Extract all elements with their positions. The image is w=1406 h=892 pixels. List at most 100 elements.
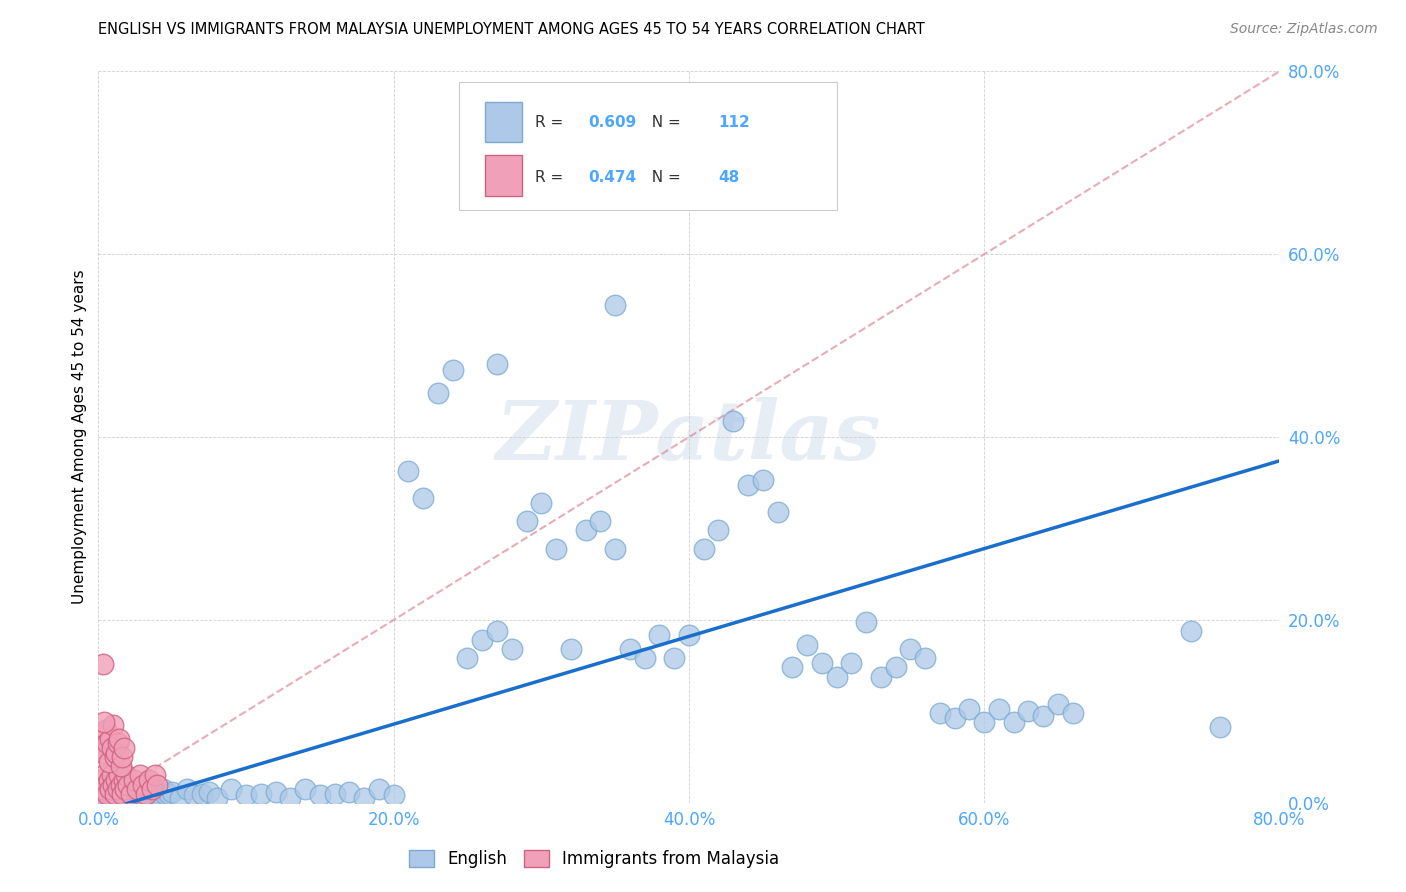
Point xyxy=(104,789,127,803)
Point xyxy=(176,782,198,797)
Text: R =: R = xyxy=(536,115,568,130)
Point xyxy=(96,787,118,801)
Point xyxy=(115,768,138,782)
FancyBboxPatch shape xyxy=(485,155,523,195)
Point xyxy=(135,791,157,805)
Point xyxy=(441,363,464,377)
Point xyxy=(111,787,134,801)
Point xyxy=(605,541,627,556)
Text: Source: ZipAtlas.com: Source: ZipAtlas.com xyxy=(1230,22,1378,37)
Point xyxy=(107,785,129,799)
Point xyxy=(105,746,128,760)
Y-axis label: Unemployment Among Ages 45 to 54 years: Unemployment Among Ages 45 to 54 years xyxy=(72,269,87,605)
Point xyxy=(515,514,537,528)
Point xyxy=(93,785,115,799)
Point xyxy=(89,787,111,801)
Point xyxy=(91,782,114,797)
Point xyxy=(107,782,129,797)
Point xyxy=(191,787,214,801)
Point xyxy=(128,768,150,782)
Point xyxy=(103,790,125,805)
Point xyxy=(309,789,332,803)
Point xyxy=(110,759,132,773)
Point xyxy=(1032,709,1054,723)
Point xyxy=(128,785,150,799)
Point xyxy=(278,791,302,805)
Point xyxy=(633,651,655,665)
Point xyxy=(486,357,509,371)
Point xyxy=(93,746,115,760)
Point xyxy=(100,780,122,794)
Point xyxy=(427,386,450,401)
Point xyxy=(132,777,155,792)
Point xyxy=(141,789,163,803)
Point xyxy=(122,772,145,787)
Point xyxy=(855,615,877,629)
Point xyxy=(501,642,523,657)
Point xyxy=(353,791,375,805)
Point xyxy=(115,791,138,805)
Point xyxy=(721,414,744,428)
Point xyxy=(987,701,1010,715)
Point xyxy=(112,772,135,787)
Text: ENGLISH VS IMMIGRANTS FROM MALAYSIA UNEMPLOYMENT AMONG AGES 45 TO 54 YEARS CORRE: ENGLISH VS IMMIGRANTS FROM MALAYSIA UNEM… xyxy=(98,22,925,37)
Point xyxy=(294,782,316,797)
Point xyxy=(94,790,117,805)
Text: R =: R = xyxy=(536,169,568,185)
Point xyxy=(560,642,582,657)
Point xyxy=(839,656,862,670)
Point xyxy=(104,787,127,801)
Point xyxy=(96,782,118,797)
Point xyxy=(138,782,160,797)
Point xyxy=(108,791,131,805)
Point xyxy=(132,787,155,801)
Point xyxy=(103,782,125,797)
Point xyxy=(973,715,995,730)
Point xyxy=(91,782,114,797)
Point xyxy=(368,782,391,797)
Point xyxy=(98,731,121,746)
Point xyxy=(619,642,641,657)
Point xyxy=(122,782,145,797)
Point xyxy=(766,505,789,519)
Point xyxy=(93,780,115,794)
Legend: English, Immigrants from Malaysia: English, Immigrants from Malaysia xyxy=(402,844,786,875)
Point xyxy=(96,736,118,750)
Point xyxy=(94,723,117,737)
Point xyxy=(91,791,114,805)
Point xyxy=(125,782,148,797)
Point xyxy=(544,541,567,556)
Point xyxy=(111,750,134,764)
Point xyxy=(486,624,509,638)
Point xyxy=(138,772,160,787)
Point xyxy=(198,785,221,799)
Point xyxy=(914,651,936,665)
Point xyxy=(1017,705,1039,719)
Point xyxy=(678,628,700,642)
Point xyxy=(648,628,671,642)
Point xyxy=(104,750,127,764)
Point xyxy=(105,772,128,787)
Point xyxy=(103,718,125,732)
Point xyxy=(1002,715,1025,730)
Point xyxy=(1062,706,1084,721)
Point xyxy=(96,792,118,806)
Point xyxy=(108,768,131,782)
Point xyxy=(796,638,818,652)
Point xyxy=(959,701,981,715)
Point xyxy=(471,633,494,648)
Text: ZIPatlas: ZIPatlas xyxy=(496,397,882,477)
Point xyxy=(118,790,141,805)
FancyBboxPatch shape xyxy=(458,82,837,211)
Point xyxy=(90,772,112,787)
Point xyxy=(323,787,346,801)
Point xyxy=(900,642,922,657)
Point xyxy=(456,651,478,665)
Point xyxy=(155,789,177,803)
Point xyxy=(574,524,596,538)
Text: N =: N = xyxy=(641,115,685,130)
Point xyxy=(100,740,122,755)
Point xyxy=(219,782,242,797)
Point xyxy=(112,740,135,755)
Point xyxy=(751,473,773,487)
